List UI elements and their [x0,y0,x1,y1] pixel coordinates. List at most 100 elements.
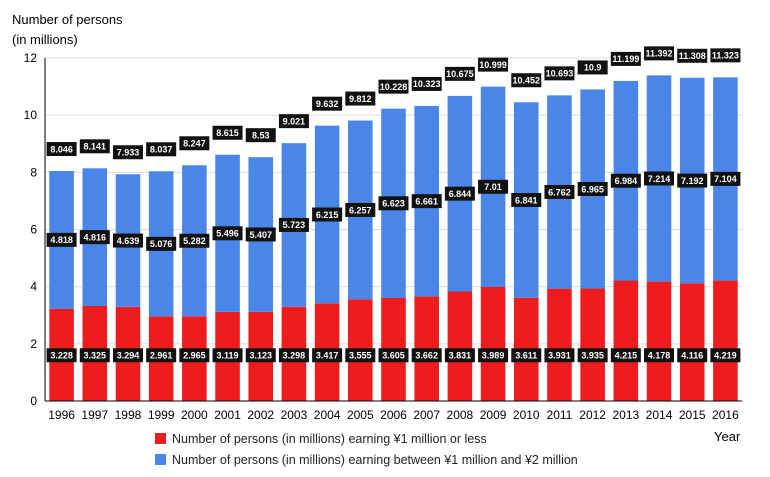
data-label-red: 3.935 [577,348,608,363]
data-label-blue: 6.623 [378,196,409,211]
data-label-total-box [610,51,641,66]
data-label-blue-text: 6.215 [316,210,339,220]
data-label-total-text: 8.615 [216,128,239,138]
data-label-total-box [112,145,143,160]
data-label-total-box [478,57,509,72]
bar-segment-1-million-or-less [480,286,506,401]
data-label-blue-text: 6.965 [581,184,604,194]
data-label-total: 10.675 [444,66,475,81]
data-label-total: 9.021 [278,114,309,129]
x-tick-label: 2009 [480,408,507,422]
data-label-blue-box [544,184,575,199]
data-label-red: 3.123 [245,348,276,363]
data-label-blue: 5.407 [245,227,276,242]
data-label-red-box [179,348,210,363]
data-label-total-text: 8.037 [150,145,173,155]
data-label-blue-box [179,233,210,248]
data-label-red: 3.662 [411,348,442,363]
data-label-blue-text: 4.816 [84,232,107,242]
data-label-blue-box [112,233,143,248]
data-label-blue-text: 5.496 [216,229,239,239]
data-label-red-box [577,348,608,363]
bar-segment-1-million-or-less [580,288,605,401]
data-label-blue: 4.639 [112,233,143,248]
data-label-blue-box [644,171,675,186]
data-label-red-text: 2.961 [150,351,173,361]
data-label-total: 10.228 [378,79,409,94]
data-labels: 3.228 4.818 8.046 3.325 4.816 8.141 3.294 4.639… [46,46,741,363]
x-tick-label: 2013 [612,408,639,422]
data-label-total-box [146,142,177,157]
x-tick-label: 2003 [281,408,308,422]
x-tick-label: 2014 [646,408,673,422]
data-label-red-text: 3.931 [548,351,571,361]
data-label-total: 11.308 [677,48,708,63]
data-label-blue: 6.215 [312,207,343,222]
x-tick-label: 2000 [181,408,208,422]
legend-swatch [155,433,166,444]
data-label-total-text: 8.247 [183,139,206,149]
data-label-red-text: 3.831 [449,351,472,361]
data-label-blue: 5.282 [179,233,210,248]
data-label-blue: 7.01 [478,179,509,194]
y-axis-title-line2: (in millions) [12,32,78,47]
data-label-total: 11.392 [644,46,675,61]
data-label-total-text: 11.199 [612,54,639,64]
data-label-red-box [112,348,143,363]
x-tick-label: 2002 [247,408,274,422]
data-label-blue-box [677,173,708,188]
data-label-total-box [278,114,309,129]
data-label-total-text: 11.308 [679,51,706,61]
data-label-total-text: 11.392 [646,49,673,59]
data-label-blue: 6.661 [411,194,442,209]
data-label-red: 4.116 [677,348,708,363]
data-label-total-box [511,73,542,88]
data-label-total-text: 8.141 [84,142,107,152]
data-label-total-box [212,125,243,140]
x-tick-label: 2011 [547,408,573,422]
data-label-total-box [710,48,741,63]
data-label-red-text: 3.119 [217,351,239,361]
x-tick-label: 1998 [115,408,142,422]
data-label-red-text: 3.555 [349,351,372,361]
data-label-red-text: 4.116 [681,351,703,361]
data-label-red-text: 3.325 [84,351,107,361]
data-label-blue-text: 7.192 [681,176,704,186]
data-label-red-box [610,348,641,363]
data-label-blue-box [378,196,409,211]
data-label-total-box [544,66,575,81]
data-label-blue-text: 6.762 [548,187,571,197]
y-tick-label: 4 [30,280,37,294]
data-label-total: 10.693 [544,66,575,81]
data-label-total-box [577,60,608,75]
data-label-blue-box [312,207,343,222]
data-label-total-text: 10.693 [546,69,574,79]
data-label-blue: 6.841 [511,193,542,208]
data-label-total-text: 11.323 [712,51,739,61]
x-axis-title: Year [714,429,741,444]
data-label-red-text: 3.662 [415,351,438,361]
x-tick-label: 2005 [347,408,374,422]
data-label-red: 2.965 [179,348,210,363]
data-label-blue: 6.984 [610,173,641,188]
x-tick-label: 2006 [380,408,407,422]
data-label-red-box [511,348,542,363]
legend-item: Number of persons (in millions) earning … [155,432,487,446]
data-label-red-text: 3.611 [515,351,537,361]
data-label-total-text: 10.675 [446,69,474,79]
data-label-red-box [312,348,343,363]
data-label-total: 8.037 [146,142,177,157]
data-label-total-box [444,66,475,81]
y-axis-title-line1: Number of persons [12,12,123,27]
data-label-blue: 5.496 [212,226,243,241]
data-label-total-box [677,48,708,63]
data-label-red-box [79,348,110,363]
axes: 0 2 4 6 8 10 12 1996 1997 1998 1999 2000 2001 2002 200… [24,51,742,422]
data-label-red-text: 3.605 [382,351,405,361]
data-label-blue-box [511,193,542,208]
data-label-total: 7.933 [112,145,143,160]
data-label-red-box [677,348,708,363]
data-label-red: 3.119 [212,348,243,363]
